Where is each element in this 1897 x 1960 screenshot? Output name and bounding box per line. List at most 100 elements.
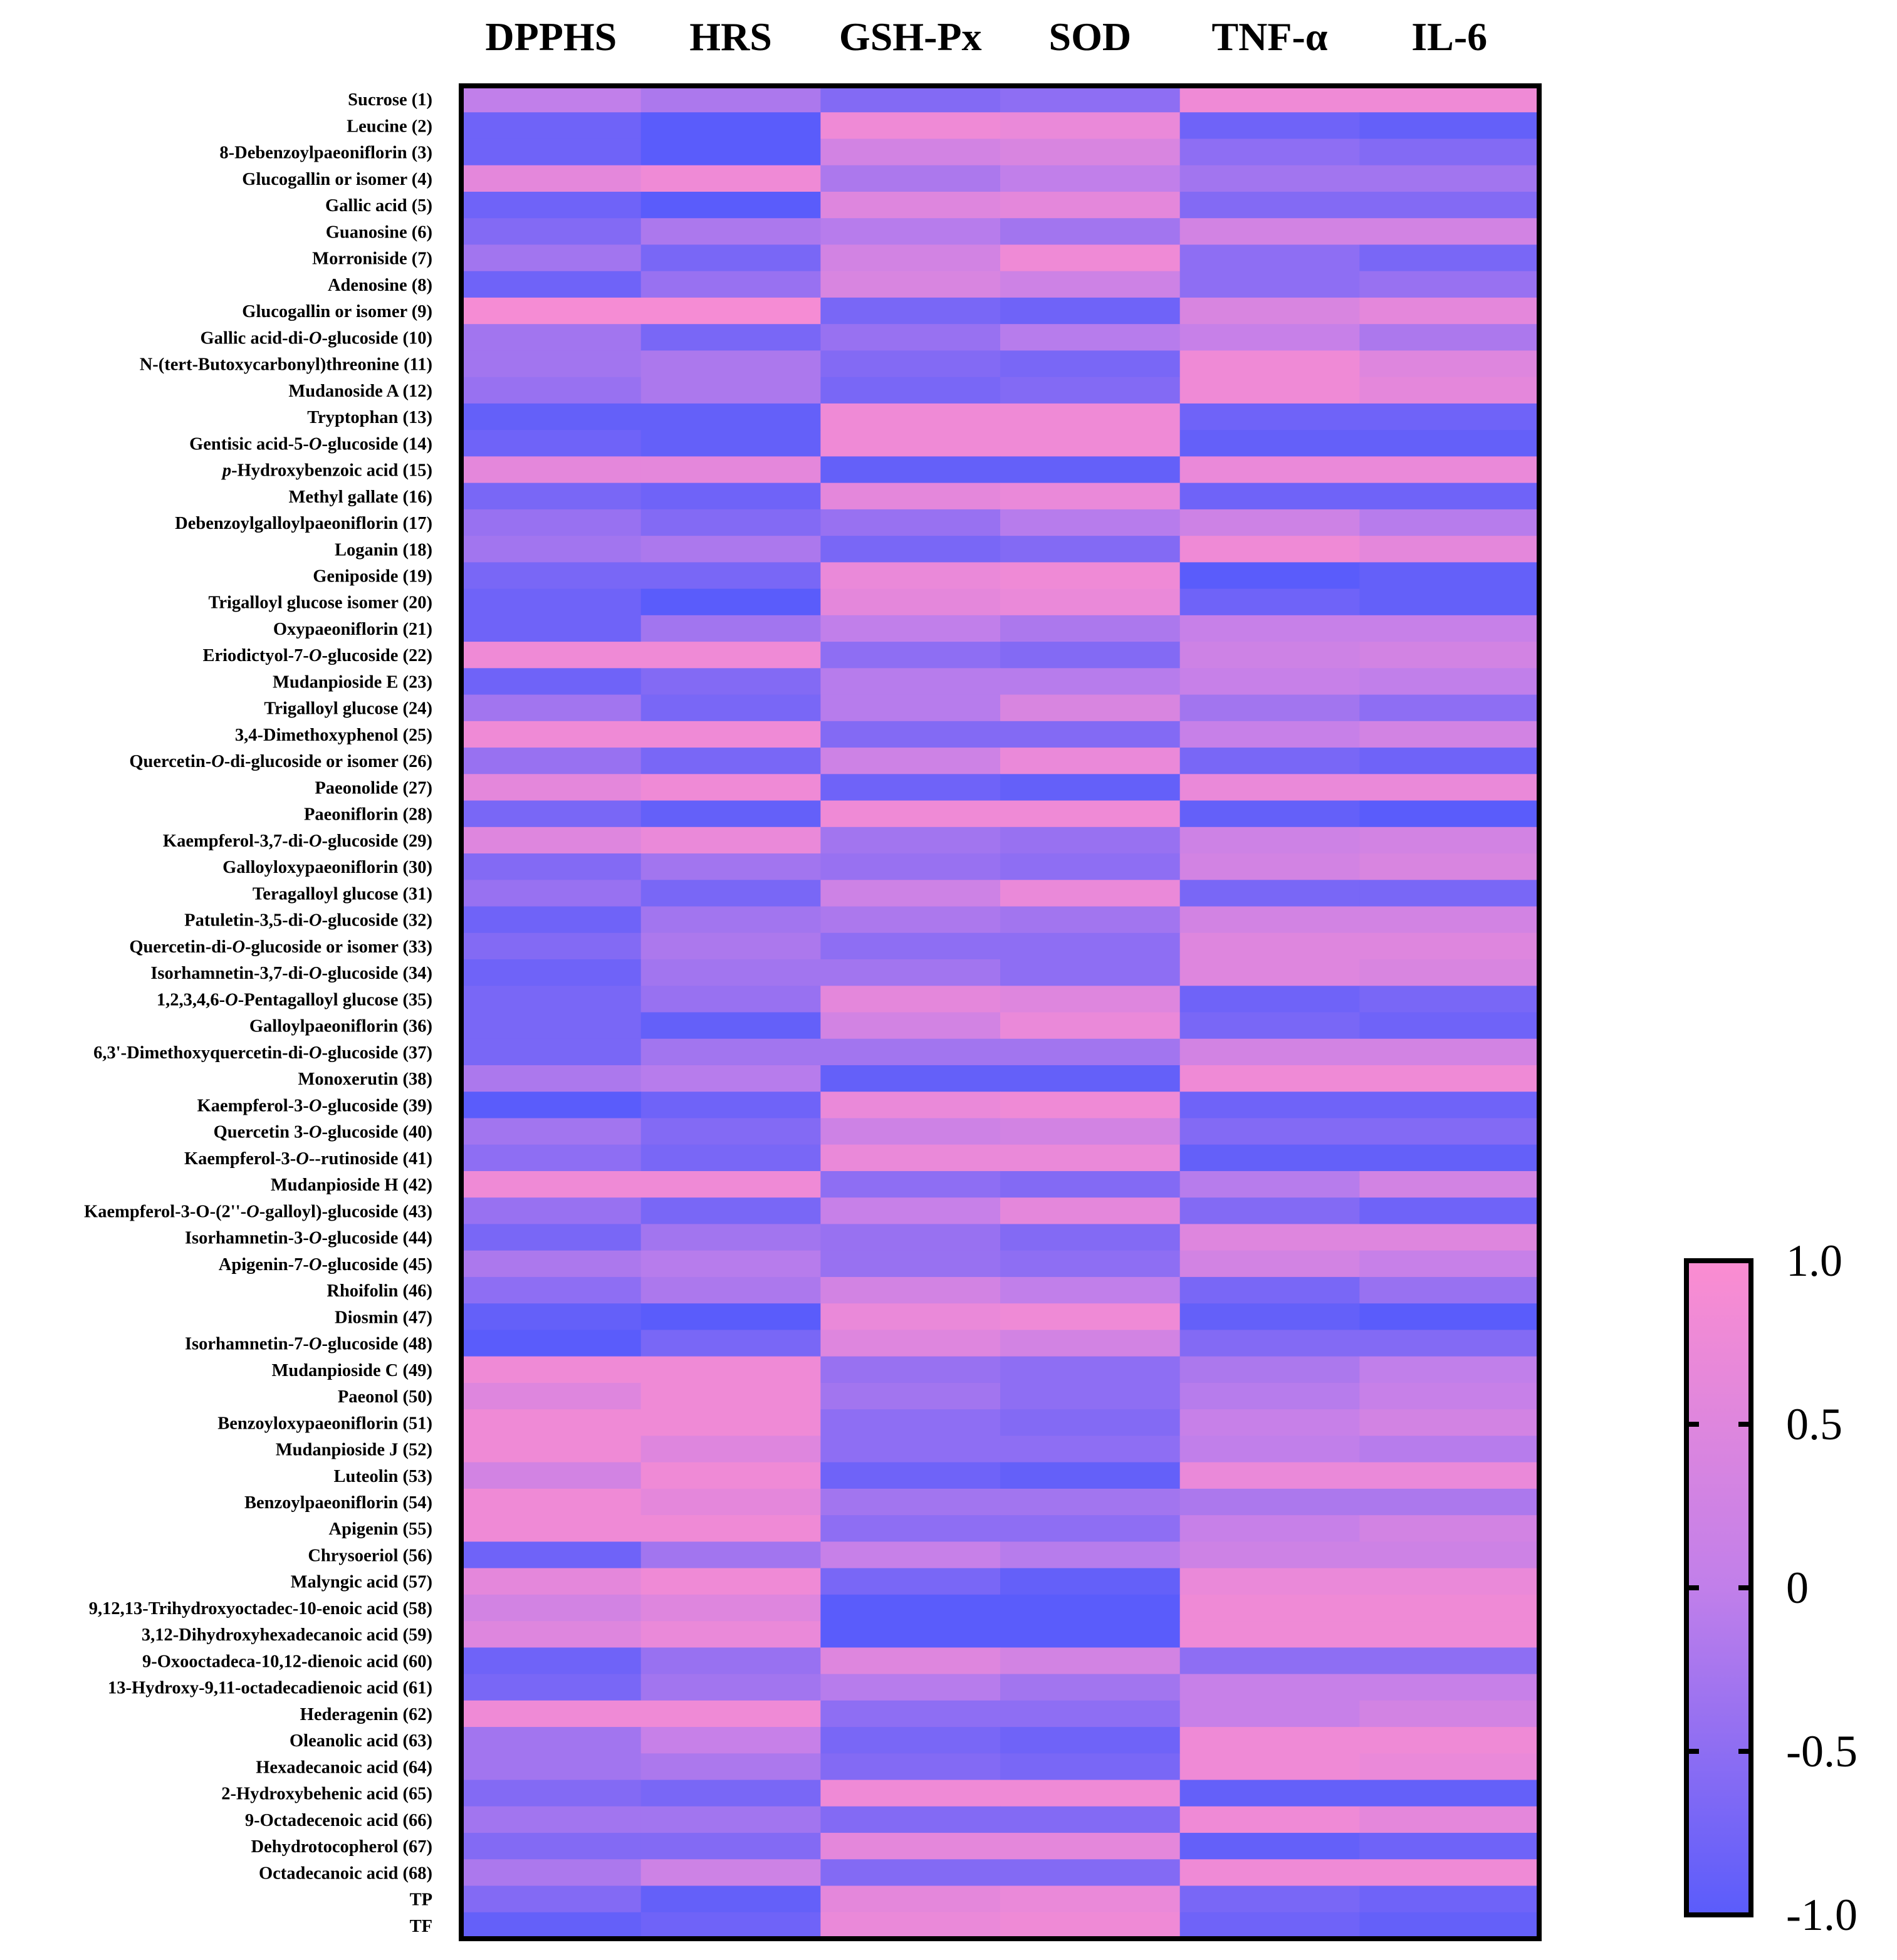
row-label: TF — [410, 1917, 432, 1936]
column-label: HRS — [689, 14, 772, 59]
heatmap-cell — [1000, 430, 1181, 457]
heatmap-cell — [1359, 774, 1540, 801]
heatmap-cell — [1359, 1436, 1540, 1463]
heatmap-cell — [1179, 588, 1360, 616]
heatmap-cell — [1359, 1224, 1540, 1251]
heatmap-cell — [1179, 1409, 1360, 1436]
heatmap-cell — [1000, 297, 1181, 325]
heatmap-cell — [640, 932, 821, 960]
row-label: 3,4-Dimethoxyphenol (25) — [235, 726, 432, 745]
heatmap-cell — [640, 1594, 821, 1622]
heatmap-cell — [461, 138, 642, 166]
heatmap-cell — [820, 536, 1001, 563]
heatmap-cell — [820, 853, 1001, 880]
heatmap-cell — [1179, 906, 1360, 934]
heatmap-cell — [1000, 1462, 1181, 1489]
heatmap-cell — [1000, 1833, 1181, 1860]
heatmap-cell — [820, 1197, 1001, 1225]
heatmap-cell — [461, 271, 642, 298]
heatmap-cell — [820, 1224, 1001, 1251]
row-label: Hexadecanoic acid (64) — [256, 1758, 432, 1777]
heatmap-cell — [1359, 1170, 1540, 1198]
colorbar-tick-label: -0.5 — [1786, 1726, 1858, 1776]
colorbar-tick-label: -1.0 — [1786, 1890, 1858, 1940]
heatmap-cell — [640, 112, 821, 140]
heatmap-cell — [1359, 668, 1540, 696]
row-label: Luteolin (53) — [333, 1467, 432, 1486]
heatmap-cell — [1179, 1727, 1360, 1754]
heatmap-cell — [1000, 1727, 1181, 1754]
colorbar-tick-label: 0.5 — [1786, 1399, 1842, 1449]
heatmap-cell — [1359, 1621, 1540, 1648]
heatmap-cell — [1359, 1038, 1540, 1066]
heatmap-cell — [461, 1276, 642, 1304]
heatmap-cell — [461, 774, 642, 801]
heatmap-cell — [640, 1224, 821, 1251]
row-label: Debenzoylgalloylpaeoniflorin (17) — [175, 514, 432, 533]
heatmap-cell — [1000, 1859, 1181, 1887]
heatmap-cell — [461, 694, 642, 722]
heatmap-cell — [1359, 191, 1540, 219]
heatmap-cell — [1179, 1065, 1360, 1092]
heatmap-cell — [1179, 1833, 1360, 1860]
heatmap-cell — [1000, 1197, 1181, 1225]
heatmap-cell — [1179, 1462, 1360, 1489]
row-label: Glucogallin or isomer (4) — [242, 170, 432, 189]
row-label: 9-Oxooctadeca-10,12-dienoic acid (60) — [142, 1652, 432, 1671]
row-label: 9-Octadecenoic acid (66) — [245, 1811, 432, 1830]
heatmap-cell — [1359, 748, 1540, 774]
heatmap-cell — [640, 1885, 821, 1913]
heatmap-cell — [1359, 1568, 1540, 1595]
heatmap-cell — [640, 1833, 821, 1860]
heatmap-cell — [461, 642, 642, 669]
heatmap-cell — [640, 191, 821, 219]
heatmap-cell — [1000, 986, 1181, 1013]
heatmap-cell — [640, 562, 821, 590]
row-label: Quercetin-di-O-glucoside or isomer (33) — [129, 937, 432, 957]
heatmap-cell — [1359, 1303, 1540, 1331]
heatmap-cell — [640, 748, 821, 774]
heatmap-cell — [461, 1647, 642, 1675]
heatmap-cell — [461, 1118, 642, 1145]
row-label: Oxypaeoniflorin (21) — [273, 620, 432, 639]
heatmap-cell — [1000, 350, 1181, 378]
heatmap-cell — [1179, 694, 1360, 722]
row-label: Galloylpaeoniflorin (36) — [249, 1017, 432, 1036]
heatmap-cell — [461, 430, 642, 457]
row-label: Mudanpioside J (52) — [276, 1441, 432, 1460]
heatmap-cell — [1000, 138, 1181, 166]
heatmap-cell — [820, 1065, 1001, 1092]
heatmap-cell — [1179, 1753, 1360, 1781]
heatmap-cell — [1359, 932, 1540, 960]
row-label: Octadecanoic acid (68) — [259, 1864, 432, 1883]
row-label: Trigalloyl glucose (24) — [264, 699, 432, 719]
heatmap-cell — [1359, 271, 1540, 298]
heatmap-cell — [461, 1833, 642, 1860]
row-label: Hederagenin (62) — [300, 1705, 432, 1724]
heatmap-cell — [1179, 1488, 1360, 1516]
heatmap-cell — [1000, 1012, 1181, 1040]
heatmap-cell — [1179, 1806, 1360, 1833]
heatmap-cell — [1179, 1276, 1360, 1304]
row-label: 1,2,3,4,6-O-Pentagalloyl glucose (35) — [157, 990, 432, 1009]
heatmap-cell — [1000, 1356, 1181, 1384]
heatmap-cell — [461, 1144, 642, 1172]
heatmap-cell — [1000, 748, 1181, 774]
row-label: Guanosine (6) — [326, 222, 432, 242]
heatmap-cell — [1359, 986, 1540, 1013]
heatmap-cell — [1000, 694, 1181, 722]
heatmap-cell — [820, 165, 1001, 192]
heatmap-cell — [461, 959, 642, 986]
heatmap-cell — [1359, 1197, 1540, 1225]
row-label: Gentisic acid-5-O-glucoside (14) — [189, 434, 432, 454]
heatmap-cell — [820, 1674, 1001, 1701]
heatmap-cell — [820, 615, 1001, 642]
heatmap-cell — [1359, 1833, 1540, 1860]
row-label: 8-Debenzoylpaeoniflorin (3) — [219, 143, 432, 163]
row-label: 9,12,13-Trihydroxyoctadec-10-enoic acid … — [89, 1599, 432, 1619]
heatmap-cell — [640, 1753, 821, 1781]
heatmap-cell — [461, 218, 642, 246]
heatmap-cell — [461, 1568, 642, 1595]
heatmap-cell — [1359, 1647, 1540, 1675]
row-label: Kaempferol-3,7-di-O-glucoside (29) — [163, 831, 432, 851]
